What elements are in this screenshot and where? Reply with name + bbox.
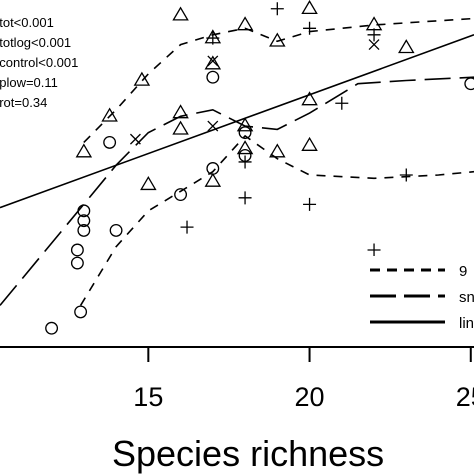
cross-point-3 (368, 39, 380, 51)
plus-point-3 (238, 155, 252, 169)
plus-point-4 (270, 2, 284, 16)
triangle-point-16 (365, 16, 383, 31)
triangle-point-13 (301, 0, 318, 15)
x-tick-label-20: 20 (295, 382, 325, 412)
legend-label-solid: lin (459, 315, 474, 332)
x-axis-title: Species richness (112, 433, 384, 474)
cross-point-2 (207, 55, 219, 67)
fit-line-short-dash-0 (79, 134, 474, 306)
x-tick-label-15: 15 (133, 382, 163, 412)
triangle-point-15 (301, 136, 318, 151)
triangle-point-9 (236, 117, 254, 132)
circle-point-10 (206, 162, 220, 175)
circle-point-5 (77, 204, 91, 218)
plus-point-5 (303, 21, 317, 35)
circle-point-7 (103, 135, 117, 149)
circle-point-1 (70, 256, 84, 270)
fit-line-solid-3 (0, 34, 474, 209)
fit-line-short-dash-1 (83, 17, 474, 143)
stat-ptot: ptot<0.001 (0, 15, 54, 30)
legend-label-long-dash: sn (459, 289, 474, 306)
triangle-point-2 (133, 71, 151, 86)
triangle-point-8 (236, 16, 254, 31)
triangle-point-10 (236, 140, 254, 155)
plus-point-6 (303, 197, 317, 211)
stat-pplow: pplow=0.11 (0, 75, 58, 90)
triangle-point-18 (140, 175, 157, 191)
triangle-point-4 (172, 6, 189, 21)
plus-point-7 (335, 96, 349, 110)
triangle-point-12 (269, 143, 286, 158)
circle-point-2 (70, 243, 84, 257)
fit-line-long-dash-2 (0, 76, 474, 306)
circle-point-13 (238, 126, 252, 140)
circle-point-11 (206, 70, 220, 84)
plus-point-2 (238, 191, 252, 205)
circle-point-14 (464, 77, 474, 91)
x-tick-label-25: 25 (456, 382, 474, 412)
triangle-point-1 (101, 107, 118, 122)
stat-prot: prot=0.34 (0, 95, 47, 110)
stat-pcontrol: pcontrol<0.001 (0, 55, 78, 70)
circle-point-8 (109, 223, 123, 237)
plus-point-8 (367, 28, 381, 42)
circle-point-9 (174, 188, 188, 202)
legend: 9 sn lin (360, 256, 474, 336)
stat-ptotlog: ptotlog<0.001 (0, 35, 71, 50)
triangle-point-17 (398, 39, 415, 54)
stats-block: ptot<0.001 ptotlog<0.001 pcontrol<0.001 … (0, 15, 78, 110)
x-axis: 15 20 25 (133, 347, 474, 412)
data-points (45, 0, 474, 335)
triangle-point-3 (172, 104, 189, 119)
triangle-point-7 (204, 172, 222, 187)
plus-point-0 (180, 220, 194, 234)
circle-point-0 (45, 321, 59, 335)
plus-point-10 (399, 168, 413, 182)
triangle-point-19 (172, 120, 189, 135)
triangle-point-0 (75, 143, 93, 158)
triangle-point-6 (204, 55, 222, 70)
circle-point-4 (77, 214, 91, 228)
circle-point-3 (77, 223, 91, 237)
triangle-point-14 (301, 91, 318, 106)
cross-point-0 (129, 133, 141, 145)
cross-point-1 (207, 120, 219, 132)
triangle-point-11 (269, 32, 286, 47)
plus-point-1 (206, 31, 220, 45)
legend-label-short-dash: 9 (459, 263, 467, 280)
plus-point-9 (367, 243, 381, 257)
circle-point-6 (74, 305, 88, 319)
fit-lines (0, 17, 474, 306)
